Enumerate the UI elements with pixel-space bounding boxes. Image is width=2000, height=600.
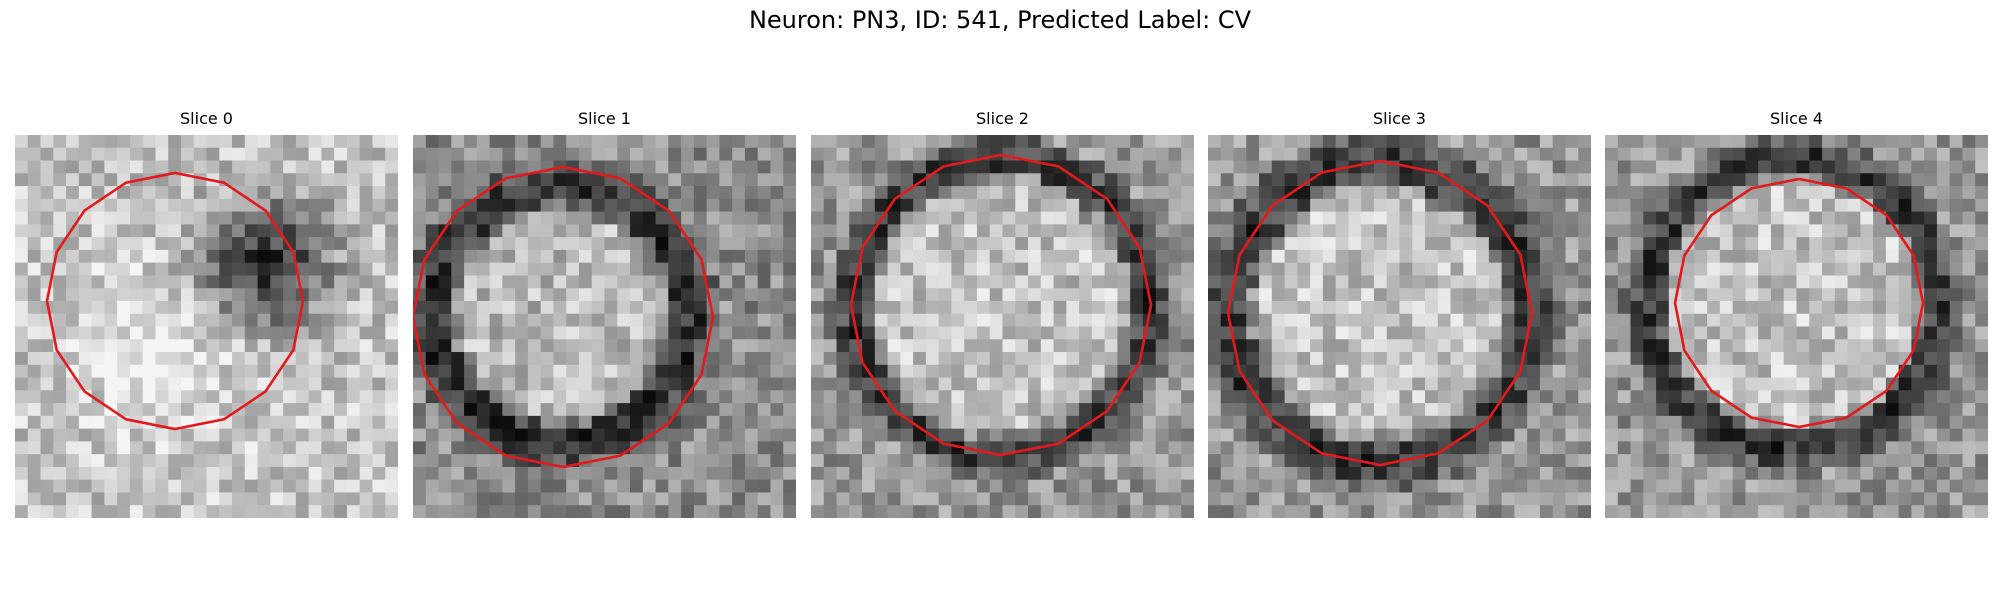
slice-title: Slice 0 (180, 109, 233, 128)
segmentation-contour (1226, 159, 1534, 467)
slice-image (1208, 135, 1591, 518)
slice-image (811, 135, 1194, 518)
segmentation-contour (413, 165, 715, 469)
segmentation-contour (849, 153, 1153, 457)
slice-panel: Slice 2 (811, 108, 1194, 518)
figure-title: Neuron: PN3, ID: 541, Predicted Label: C… (748, 6, 1252, 34)
segmentation-contour (1673, 177, 1925, 429)
segmentation-contour (45, 171, 305, 431)
slice-title: Slice 3 (1373, 109, 1426, 128)
slice-panel: Slice 3 (1208, 108, 1591, 518)
slice-image (15, 135, 398, 518)
slice-panel: Slice 1 (413, 108, 796, 518)
slice-title: Slice 1 (578, 109, 631, 128)
slice-image (413, 135, 796, 518)
slice-title: Slice 2 (976, 109, 1029, 128)
slice-panel: Slice 4 (1605, 108, 1988, 518)
slice-panel: Slice 0 (15, 108, 398, 518)
slice-image (1605, 135, 1988, 518)
slice-title: Slice 4 (1770, 109, 1823, 128)
